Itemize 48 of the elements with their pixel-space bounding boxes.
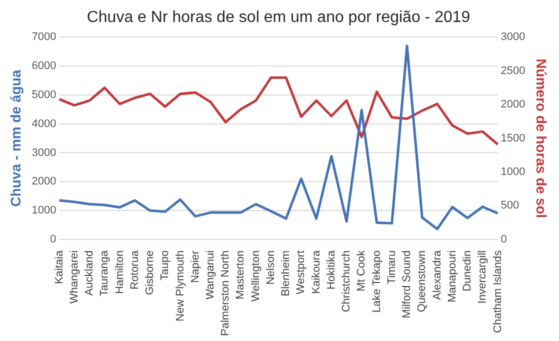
x-tick-label: Auckland: [84, 250, 96, 296]
y-tick-label: 0: [50, 233, 56, 246]
x-tick-label: Palmerston North: [220, 250, 232, 336]
y2-tick-label: 1500: [500, 132, 526, 144]
x-tick-label: Taupo: [159, 250, 172, 280]
x-tick-label: Manapouri: [446, 250, 458, 302]
x-tick-label: Mt Cook: [356, 250, 368, 292]
x-tick-label: Nelson: [264, 250, 277, 285]
y2-tick-label: 1000: [500, 166, 526, 178]
x-tick-label: Hamilton: [114, 250, 126, 294]
x-tick-label: Christchurch: [340, 250, 353, 312]
y2-tick-label: 2500: [500, 64, 526, 77]
x-tick-label: Napier: [189, 250, 202, 283]
chart-title: Chuva e Nr horas de sol em um ano por região - 2019: [86, 9, 470, 26]
x-tick-label: Dunedin: [462, 250, 474, 292]
x-tick-label: Whangarei: [68, 250, 80, 304]
y2-tick-label: 500: [500, 200, 520, 212]
x-tick-label: Gisborne: [144, 250, 156, 296]
x-tick-label: Milford Sound: [401, 250, 414, 318]
x-tick-label: Wanganui: [204, 250, 216, 300]
x-tick-label: Timaru: [386, 250, 398, 284]
x-tick-label: Masterton: [234, 250, 247, 300]
y-tick-label: 4000: [32, 118, 56, 130]
y-tick-label: 1000: [32, 204, 56, 217]
x-tick-label: Wellington: [250, 250, 262, 302]
y-tick-label: 5000: [32, 89, 56, 102]
y-axis-title: Chuva - mm de água: [7, 70, 24, 207]
x-tick-label: Alexandra: [431, 250, 444, 300]
y2-axis-title: Número de horas de sol: [534, 58, 550, 218]
y-tick-label: 7000: [32, 31, 56, 44]
x-tick-label: Hokitika: [325, 250, 338, 290]
x-tick-label: Chatham Islands: [492, 250, 504, 333]
x-tick-label: Westport: [295, 250, 308, 294]
x-tick-label: Kaitaia: [53, 250, 66, 284]
y2-tick-label: 2000: [500, 98, 526, 111]
x-tick-label: Lake Tekapo: [370, 250, 383, 313]
y-tick-label: 6000: [32, 60, 56, 72]
x-tick-label: Tauranga: [98, 250, 111, 296]
y2-tick-label: 0: [500, 233, 507, 246]
x-tick-label: Kaikoura: [310, 250, 322, 294]
x-tick-label: Invercargill: [476, 250, 489, 304]
x-tick-label: Rotorua: [128, 250, 141, 290]
y2-tick-label: 3000: [500, 31, 526, 44]
x-tick-label: New Plymouth: [174, 250, 186, 322]
y-tick-label: 2000: [32, 176, 56, 188]
y-tick-label: 3000: [32, 146, 56, 159]
x-tick-label: Queenstown: [416, 250, 428, 312]
x-tick-label: Blenheim: [280, 250, 292, 296]
